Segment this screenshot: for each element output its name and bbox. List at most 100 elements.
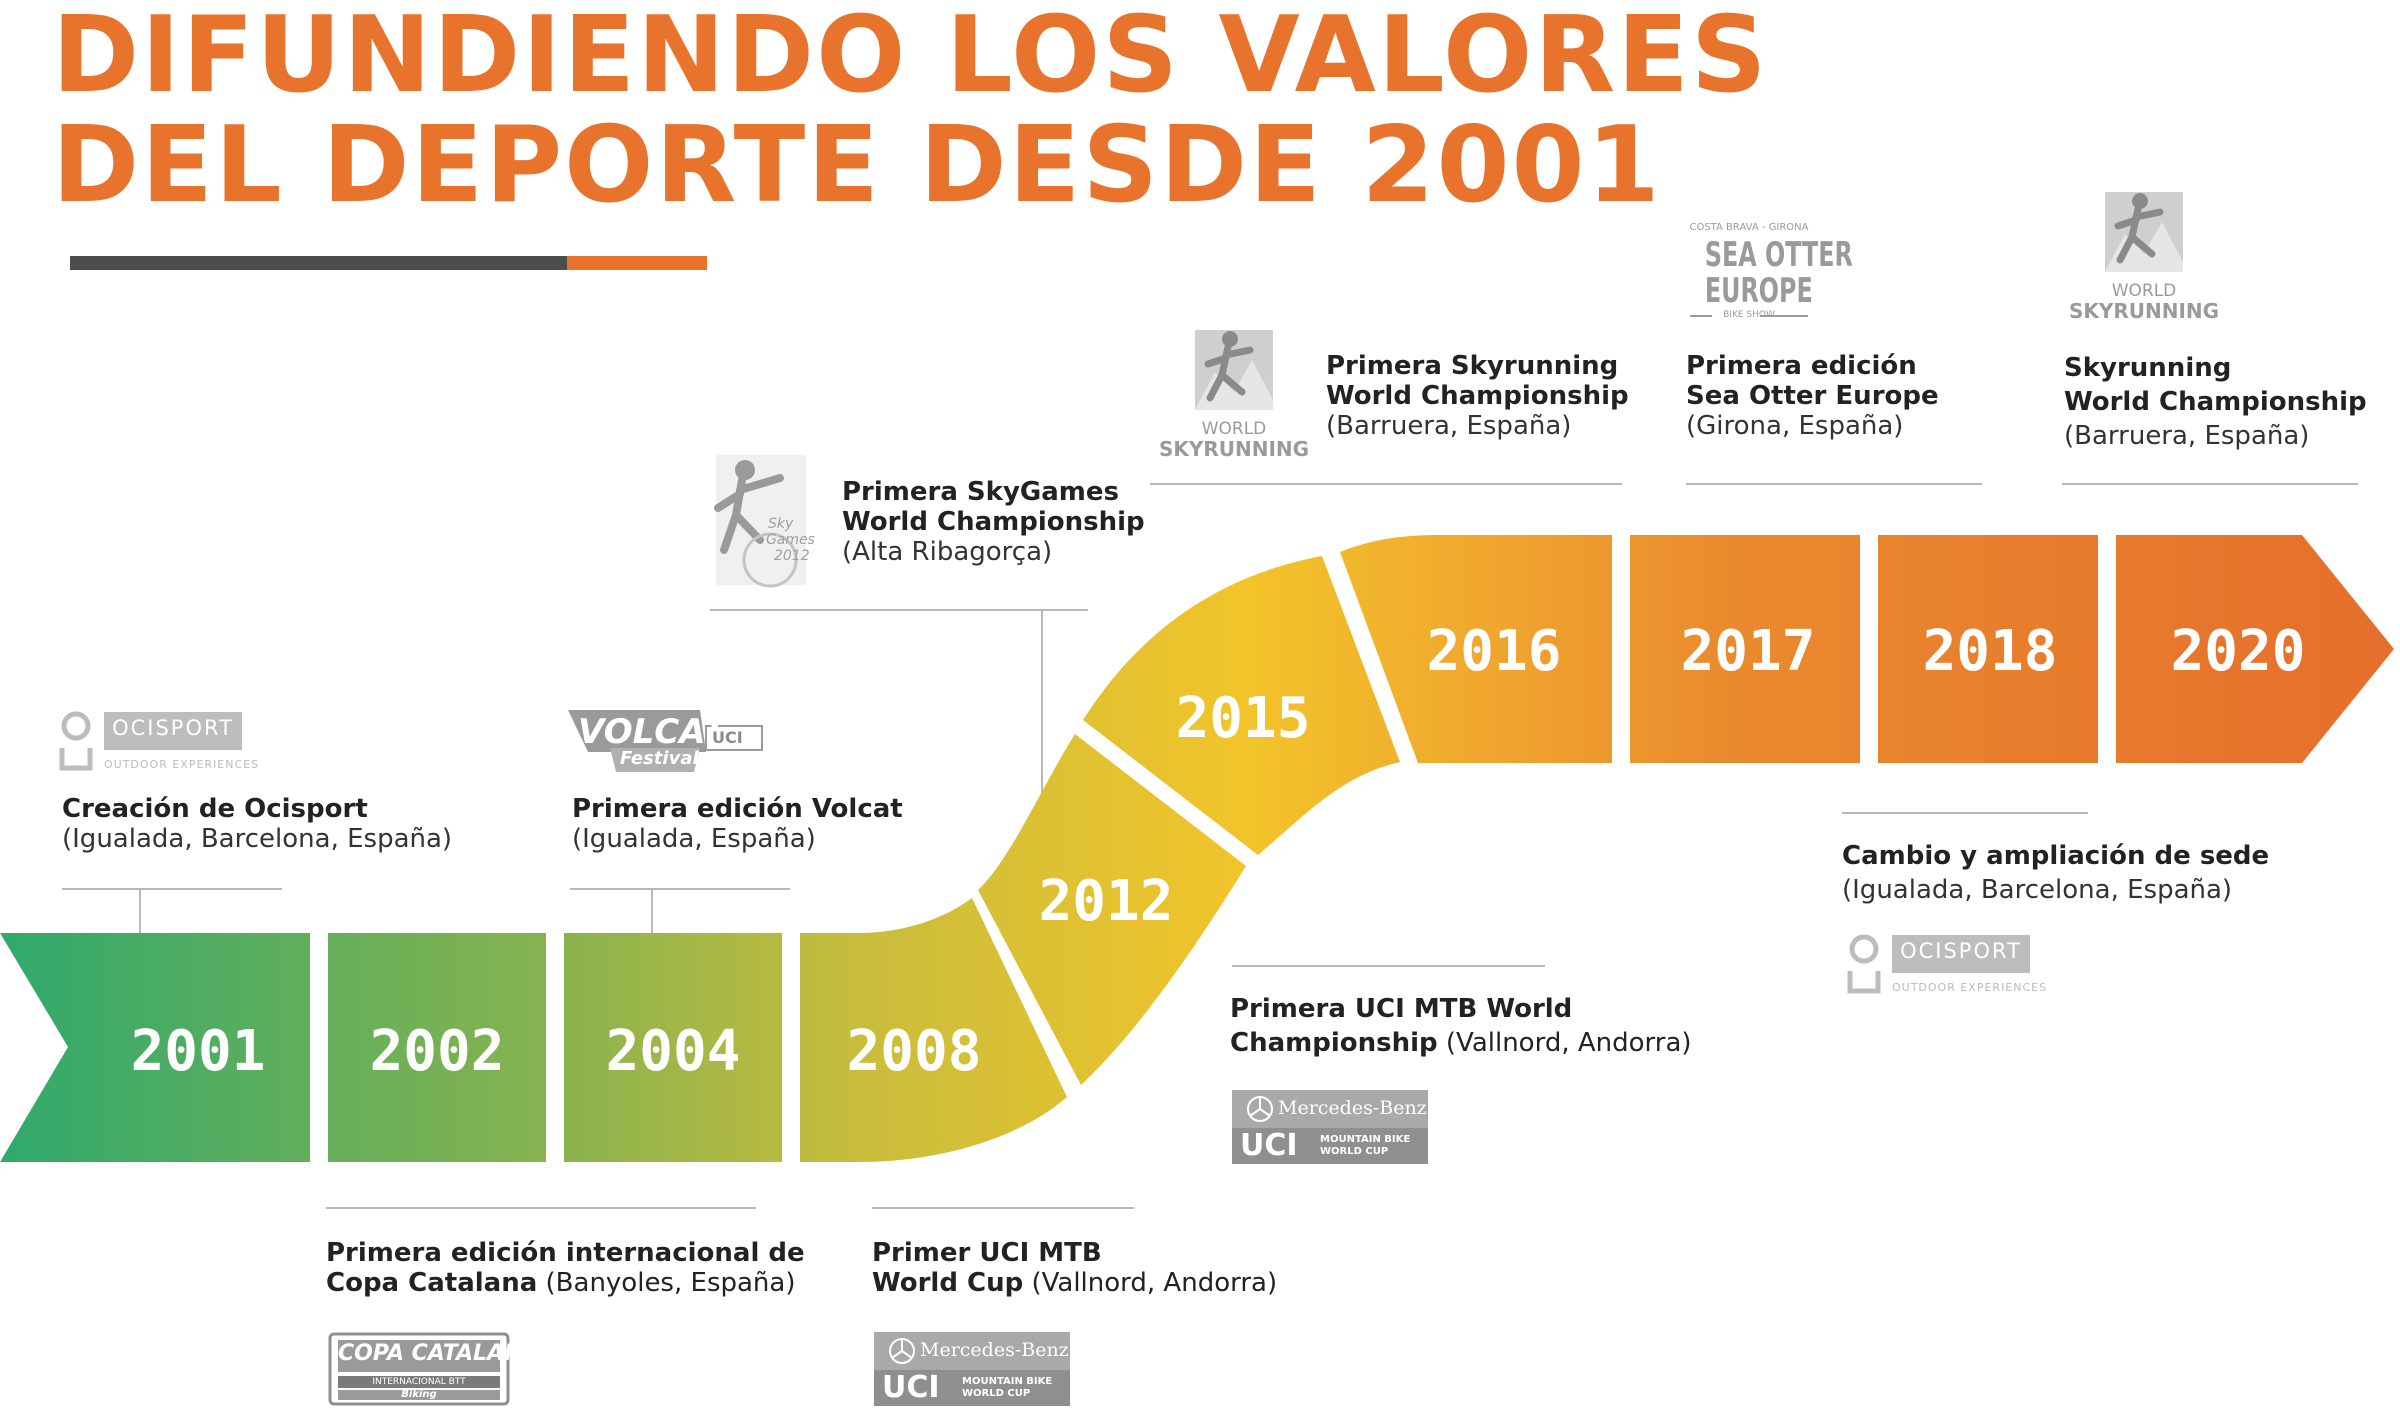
year-label: 2002 (370, 1019, 505, 1084)
event-title: Primera edición internacional de (326, 1238, 805, 1268)
copa-logo-sponsor: Biking (401, 1389, 437, 1400)
event-2017: Primera edición Sea Otter Europe (Girona… (1686, 351, 1939, 441)
year-label: 2004 (606, 1019, 741, 1084)
uci-logo-text: UCI (1240, 1128, 1298, 1163)
seaotter-logo-line2: EUROPE (1704, 271, 1813, 311)
skygames-year: 2012 (774, 548, 810, 564)
volcat-logo-name: VOLCAT (578, 712, 726, 752)
event-location: (Vallnord, Andorra) (1023, 1268, 1278, 1298)
year-segment-2020 (2116, 535, 2394, 763)
year-label: 2015 (1176, 686, 1311, 751)
skygames-logo-icon (714, 455, 806, 588)
year-label: 2008 (847, 1019, 982, 1084)
ocisport-icon (59, 711, 1881, 994)
event-title: Primera edición Volcat (572, 794, 903, 824)
skyrunning-logo-line1: WORLD (1201, 419, 1267, 439)
uci-logo-text: UCI (882, 1370, 940, 1405)
skygames-line1: Sky (768, 516, 794, 532)
year-segment-2016 (1340, 535, 1612, 763)
mercedes-brand: Mercedes-Benz (920, 1339, 1069, 1361)
copa-catalana-logo (328, 1332, 510, 1406)
uci-logo-line2: WORLD CUP (1320, 1146, 1389, 1157)
uci-logo-line1: MOUNTAIN BIKE (962, 1376, 1053, 1387)
year-label: 2012 (1039, 869, 1174, 934)
event-title: Championship (1230, 1028, 1438, 1058)
skyrunning-logo-line1: WORLD (2111, 281, 2177, 301)
year-segment-2001 (0, 933, 310, 1162)
uci-logo-line2: WORLD CUP (962, 1388, 1031, 1399)
skyrunning-logo-line2: SKYRUNNING (2068, 299, 2220, 323)
event-2008: Primer UCI MTB World Cup (Vallnord, Ando… (872, 1238, 1277, 1298)
event-2020: Skyrunning World Championship (Barruera,… (2064, 351, 2367, 453)
title-underline-dark (70, 256, 567, 270)
skyrunning-logo-line2: SKYRUNNING (1158, 437, 1310, 461)
event-location: (Alta Ribagorça) (842, 537, 1053, 567)
volcat-logo (568, 710, 763, 772)
year-segment-2002 (328, 933, 546, 1162)
seaotter-logo-line1: SEA OTTER (1704, 235, 1853, 275)
year-segment-2004 (564, 933, 782, 1162)
year-segment-2008 (800, 898, 1067, 1162)
copa-logo-sub: INTERNACIONAL BTT (372, 1377, 466, 1387)
ocisport-logo-name: OCISPORT (1900, 939, 2022, 963)
title-line-2: DEL DEPORTE DESDE 2001 (52, 104, 1662, 226)
event-location: (Banyoles, España) (537, 1268, 796, 1298)
year-segment-2015 (1083, 556, 1400, 855)
year-label: 2020 (2171, 619, 2306, 684)
event-location: (Barruera, España) (1326, 411, 1572, 441)
event-title: Primera SkyGames (842, 477, 1119, 507)
event-2018: Cambio y ampliación de sede (Igualada, B… (1842, 839, 2269, 907)
event-title: Skyrunning (2064, 353, 2232, 383)
seaotter-logo-top: COSTA BRAVA - GIRONA (1689, 222, 1809, 233)
year-label: 2001 (131, 1019, 266, 1084)
event-location: (Igualada, Barcelona, España) (1842, 875, 2233, 905)
event-2015: Primera UCI MTB World Championship (Vall… (1230, 992, 1692, 1060)
mercedes-brand: Mercedes-Benz (1278, 1097, 1427, 1119)
ocisport-logo-tagline: OUTDOOR EXPERIENCES (104, 758, 260, 771)
event-title: Primera Skyrunning (1326, 351, 1619, 381)
ocisport-badge (1892, 935, 2030, 973)
year-segment-2018 (1878, 535, 2098, 763)
seaotter-logo-bottom: BIKE SHOW (1723, 310, 1775, 320)
year-label: 2017 (1681, 619, 1816, 684)
ocisport-logo-name: OCISPORT (112, 716, 234, 740)
event-title: Sea Otter Europe (1686, 381, 1939, 411)
year-segment-2017 (1630, 535, 1860, 763)
event-title: World Cup (872, 1268, 1024, 1298)
year-segment-2012 (978, 734, 1246, 1085)
event-location: (Barruera, España) (2064, 421, 2310, 451)
event-2002: Primera edición internacional de Copa Ca… (326, 1238, 805, 1298)
event-location: (Igualada, Barcelona, España) (62, 824, 453, 854)
mercedes-uci-logo (874, 1090, 1428, 1406)
event-location: (Girona, España) (1686, 411, 1904, 441)
event-2001: Creación de Ocisport (Igualada, Barcelon… (62, 794, 452, 854)
year-label: 2018 (1923, 619, 2058, 684)
event-title: World Championship (842, 507, 1145, 537)
copa-logo-name: COPA CATALANA (338, 1341, 540, 1366)
year-label: 2016 (1427, 619, 1562, 684)
ocisport-badge (104, 712, 242, 750)
volcat-logo-uci: UCI (712, 728, 743, 747)
event-title: Primera edición (1686, 351, 1917, 381)
skygames-line2: Games (766, 532, 815, 548)
event-title: Primer UCI MTB (872, 1238, 1102, 1268)
event-title: Primera UCI MTB World (1230, 994, 1573, 1024)
title-line-1: DIFUNDIENDO LOS VALORES (52, 0, 1769, 116)
event-2004: Primera edición Volcat (Igualada, España… (572, 794, 903, 854)
event-location: (Igualada, España) (572, 824, 816, 854)
event-title: World Championship (1326, 381, 1629, 411)
title-underline-accent (567, 256, 707, 270)
event-title: Cambio y ampliación de sede (1842, 841, 2270, 871)
uci-logo-line1: MOUNTAIN BIKE (1320, 1134, 1411, 1145)
ocisport-logo-tagline: OUTDOOR EXPERIENCES (1892, 981, 2048, 994)
event-2016: Primera Skyrunning World Championship (B… (1326, 351, 1629, 441)
event-location: (Vallnord, Andorra) (1437, 1028, 1692, 1058)
event-2012: Primera SkyGames World Championship (Alt… (842, 477, 1145, 567)
page-title: DIFUNDIENDO LOS VALORES DEL DEPORTE DESD… (52, 0, 1769, 220)
event-title: Copa Catalana (326, 1268, 538, 1298)
volcat-logo-sub: Festival (620, 748, 699, 769)
event-title: Creación de Ocisport (62, 794, 368, 824)
event-title: World Championship (2064, 387, 2367, 417)
